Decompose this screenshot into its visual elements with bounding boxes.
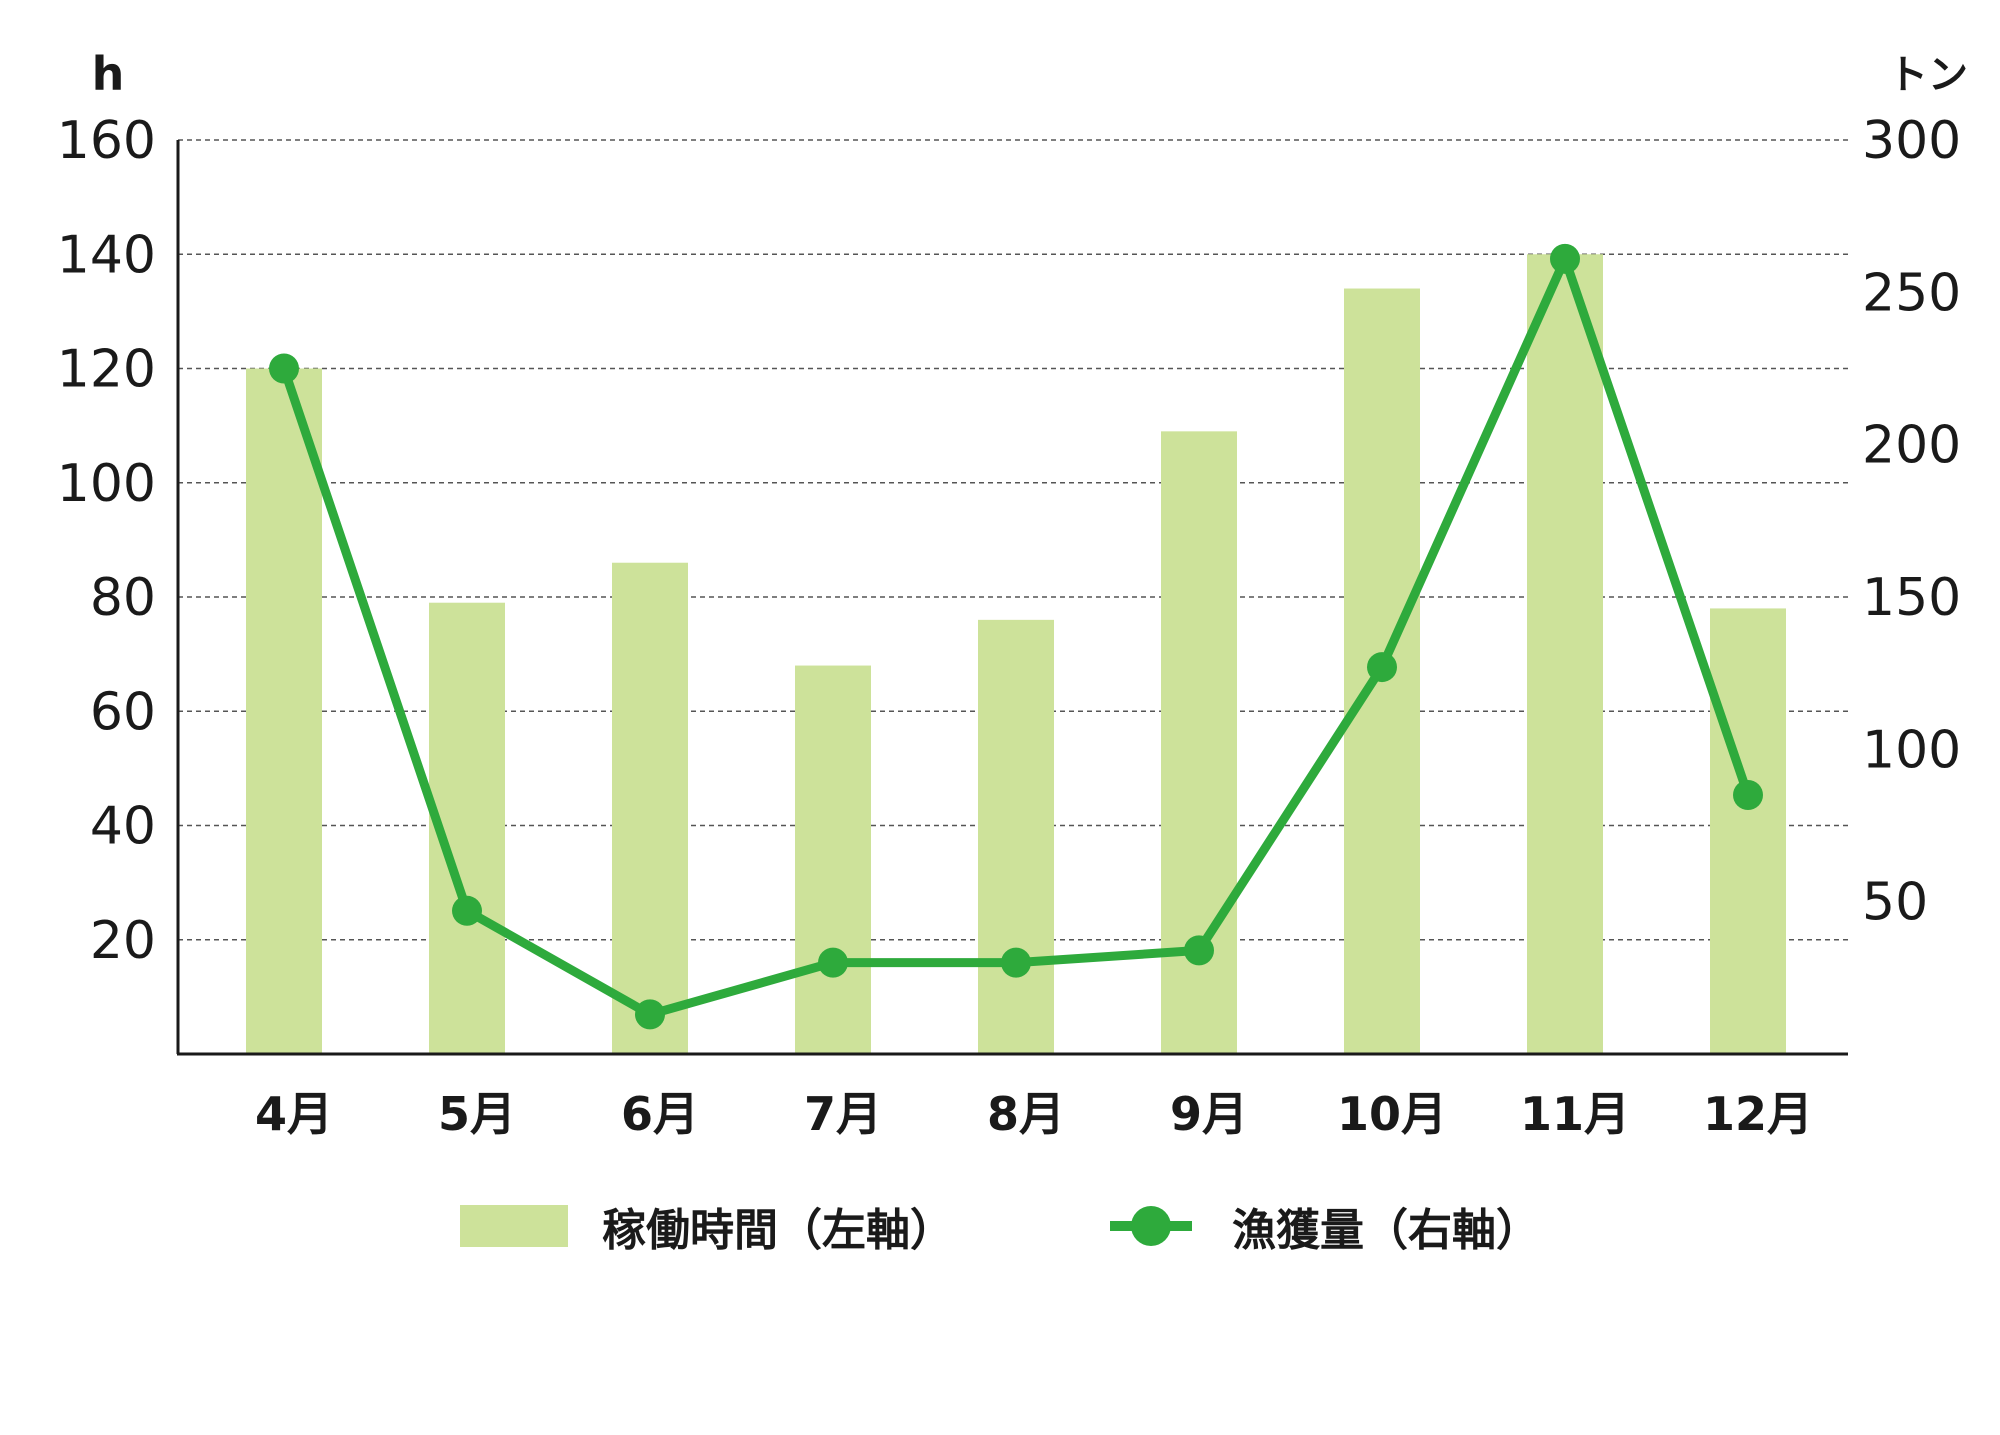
category-label: 7月 — [804, 1087, 882, 1141]
category-label: 9月 — [1170, 1087, 1248, 1141]
left-tick-label: 40 — [90, 797, 156, 857]
legend-line-label: 漁獲量（右軸） — [1232, 1205, 1540, 1256]
bar-series — [246, 254, 1786, 1054]
left-tick-label: 100 — [57, 454, 156, 514]
right-tick-label: 150 — [1862, 568, 1961, 628]
legend: 稼働時間（左軸） 漁獲量（右軸） — [460, 1205, 1540, 1256]
line-point — [635, 999, 665, 1030]
left-tick-label: 140 — [57, 225, 156, 285]
right-tick-label: 250 — [1862, 263, 1961, 323]
category-label: 10月 — [1337, 1087, 1447, 1141]
line-point — [818, 947, 848, 978]
legend-bar-swatch — [460, 1205, 568, 1247]
axes — [176, 140, 1848, 1056]
left-tick-label: 20 — [90, 911, 156, 971]
left-tick-label: 160 — [57, 111, 156, 171]
right-tick-label: 200 — [1862, 416, 1961, 476]
line-point — [1001, 947, 1031, 978]
category-labels: 4月 5月 6月 7月 8月 9月 10月 11月 12月 — [255, 1087, 1813, 1141]
line-series — [269, 243, 1763, 1030]
bar — [795, 665, 871, 1054]
line-point — [1550, 243, 1580, 274]
line-point — [1733, 780, 1763, 811]
left-axis-unit: h — [92, 47, 125, 101]
right-tick-label: 100 — [1862, 720, 1961, 780]
left-tick-label: 80 — [90, 568, 156, 628]
left-tick-label: 60 — [90, 682, 156, 742]
right-axis-unit: トン — [1888, 52, 1968, 98]
line-point — [452, 895, 482, 926]
left-axis-ticks: 20 40 60 80 100 120 140 160 — [57, 111, 156, 971]
category-label: 12月 — [1703, 1087, 1813, 1141]
bar — [1527, 254, 1603, 1054]
line-point — [1184, 935, 1214, 966]
category-label: 6月 — [621, 1087, 699, 1141]
bar — [612, 562, 688, 1054]
category-label: 5月 — [438, 1087, 516, 1141]
category-label: 11月 — [1520, 1087, 1630, 1141]
legend-bar-label: 稼働時間（左軸） — [602, 1205, 954, 1256]
category-label: 4月 — [255, 1087, 333, 1141]
line-point — [269, 353, 299, 384]
category-label: 8月 — [987, 1087, 1065, 1141]
bar — [246, 368, 322, 1054]
bar — [1710, 608, 1786, 1054]
right-tick-label: 50 — [1862, 873, 1928, 933]
bar — [978, 619, 1054, 1054]
line-point — [1367, 652, 1397, 683]
legend-line-marker — [1131, 1206, 1171, 1246]
right-tick-label: 300 — [1862, 111, 1961, 171]
left-tick-label: 120 — [57, 340, 156, 400]
right-axis-ticks: 50 100 150 200 250 300 — [1862, 111, 1961, 933]
